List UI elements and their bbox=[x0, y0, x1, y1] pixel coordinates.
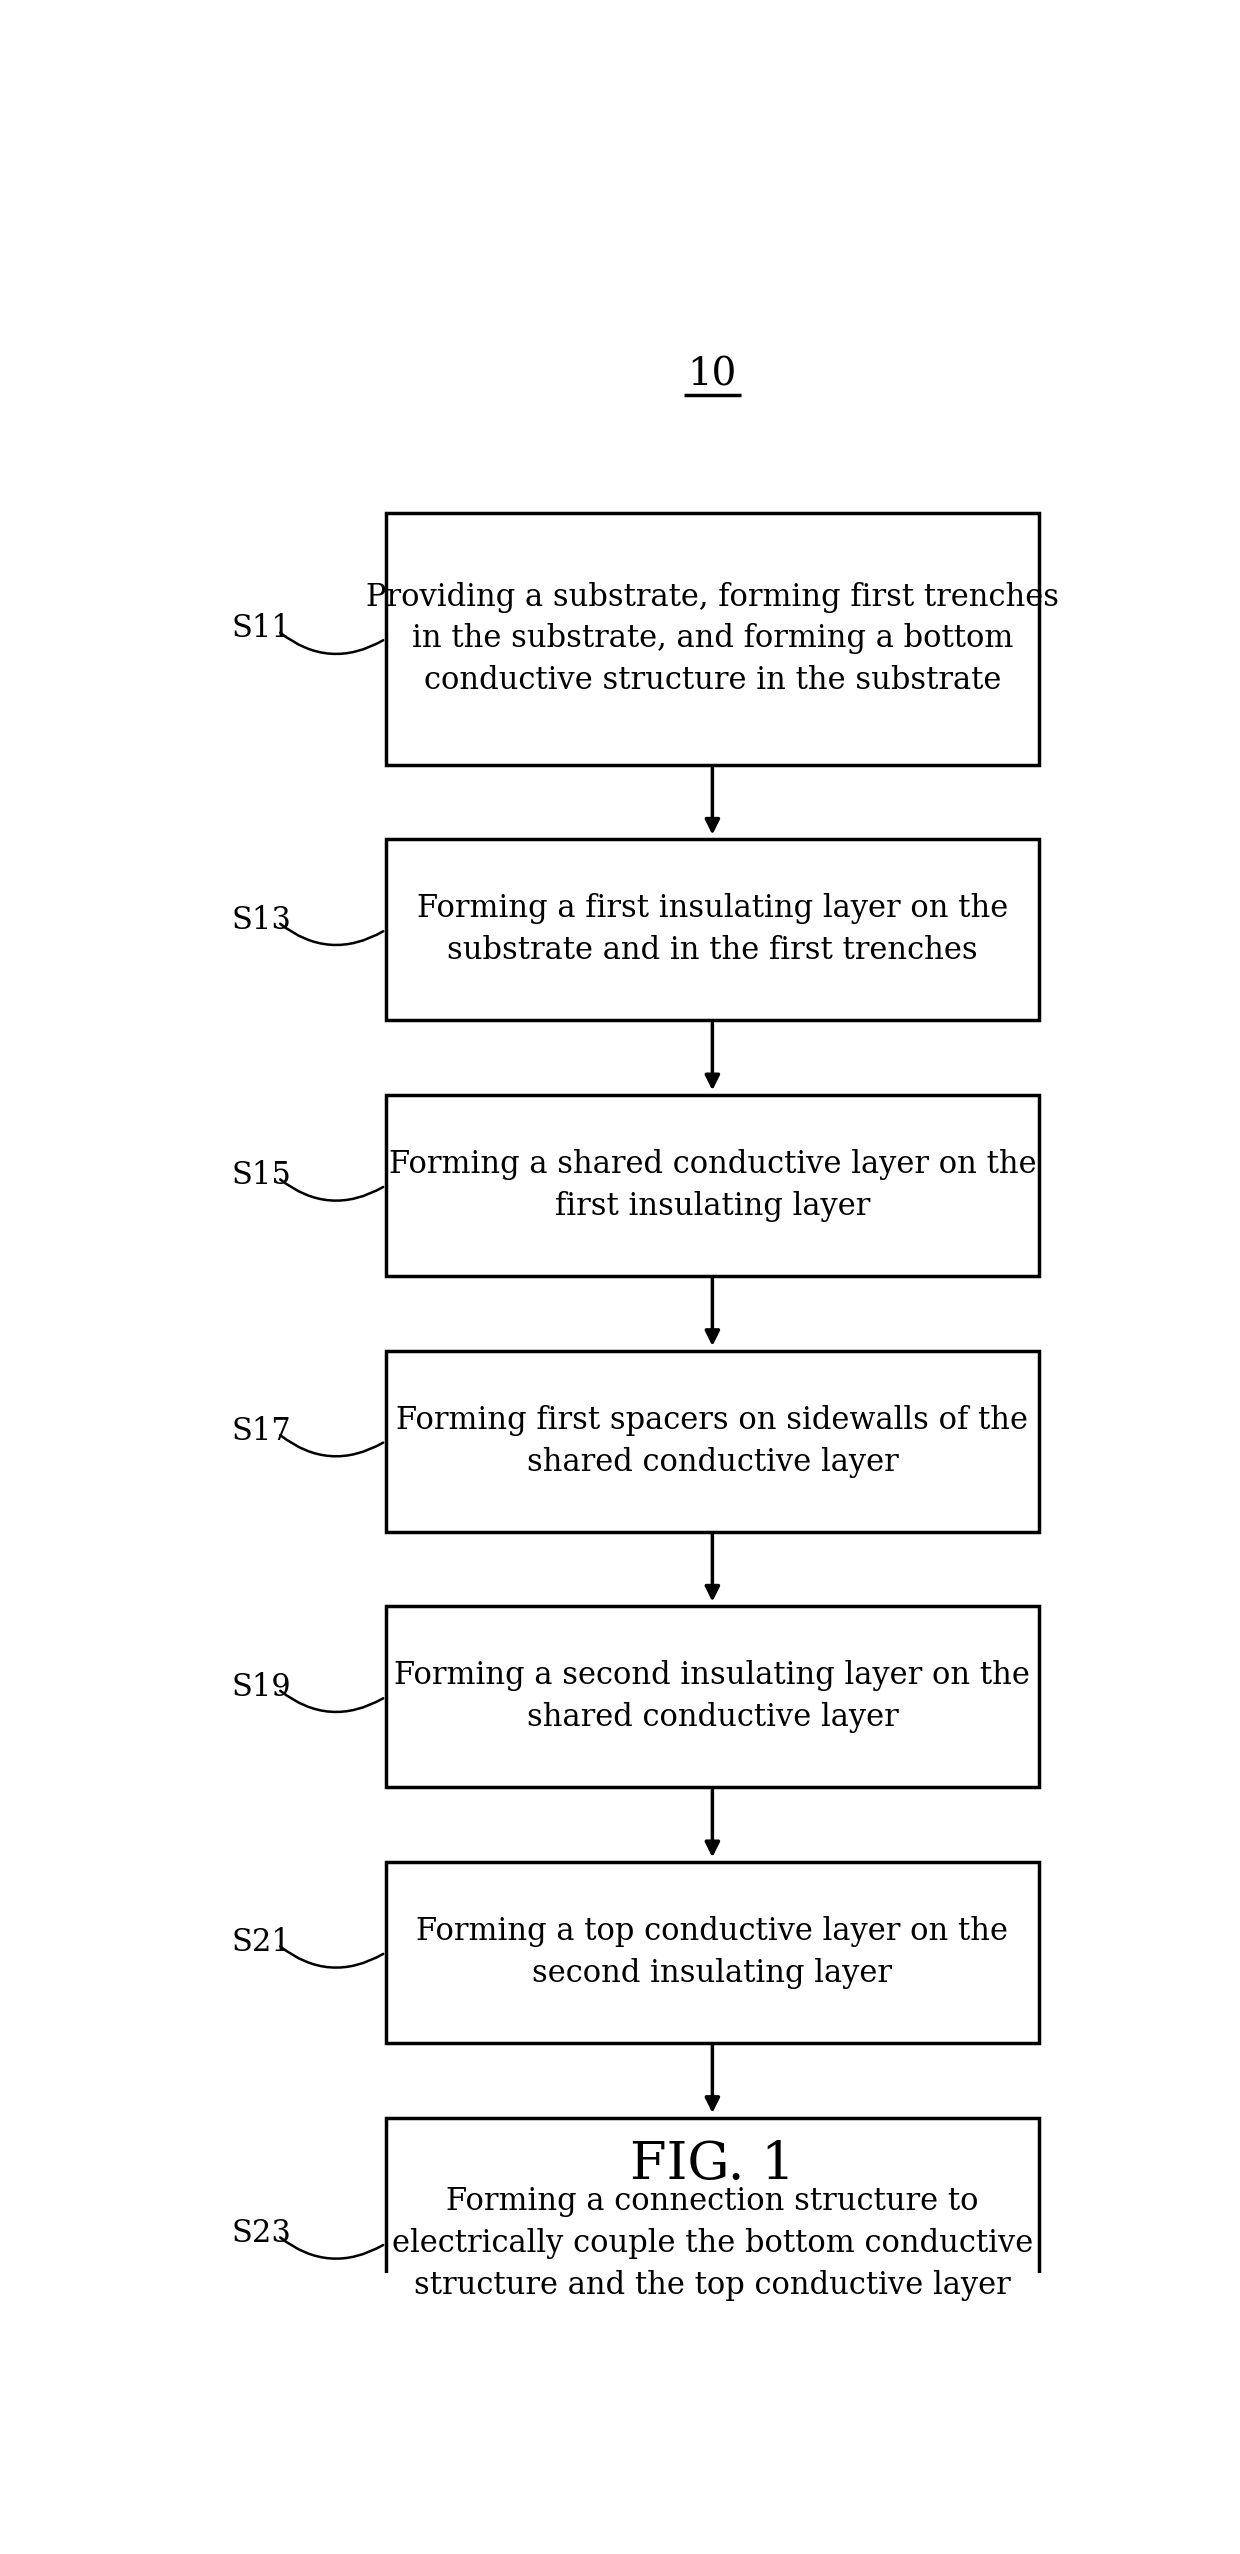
Bar bbox=[386, 1606, 1039, 1788]
Text: S19: S19 bbox=[232, 1670, 291, 1704]
Text: S15: S15 bbox=[232, 1160, 291, 1190]
Text: S17: S17 bbox=[232, 1415, 291, 1448]
Text: S21: S21 bbox=[232, 1928, 291, 1959]
Text: S23: S23 bbox=[232, 2219, 291, 2250]
Text: S13: S13 bbox=[232, 904, 291, 935]
Text: Forming a second insulating layer on the
shared conductive layer: Forming a second insulating layer on the… bbox=[394, 1660, 1030, 1734]
Bar bbox=[386, 513, 1039, 764]
Text: Forming a connection structure to
electrically couple the bottom conductive
stru: Forming a connection structure to electr… bbox=[392, 2186, 1033, 2301]
Bar bbox=[386, 840, 1039, 1022]
Bar bbox=[386, 1351, 1039, 1532]
Text: Forming first spacers on sidewalls of the
shared conductive layer: Forming first spacers on sidewalls of th… bbox=[397, 1405, 1028, 1479]
Text: 10: 10 bbox=[688, 358, 737, 393]
Text: S11: S11 bbox=[232, 613, 291, 644]
Text: Forming a shared conductive layer on the
first insulating layer: Forming a shared conductive layer on the… bbox=[388, 1149, 1037, 1221]
Bar bbox=[386, 1862, 1039, 2043]
Text: Providing a substrate, forming first trenches
in the substrate, and forming a bo: Providing a substrate, forming first tre… bbox=[366, 582, 1059, 697]
Bar bbox=[386, 1096, 1039, 1277]
Bar bbox=[386, 2117, 1039, 2370]
Text: Forming a top conductive layer on the
second insulating layer: Forming a top conductive layer on the se… bbox=[417, 1916, 1008, 1990]
Text: Forming a first insulating layer on the
substrate and in the first trenches: Forming a first insulating layer on the … bbox=[417, 894, 1008, 965]
Text: FIG. 1: FIG. 1 bbox=[630, 2140, 795, 2191]
